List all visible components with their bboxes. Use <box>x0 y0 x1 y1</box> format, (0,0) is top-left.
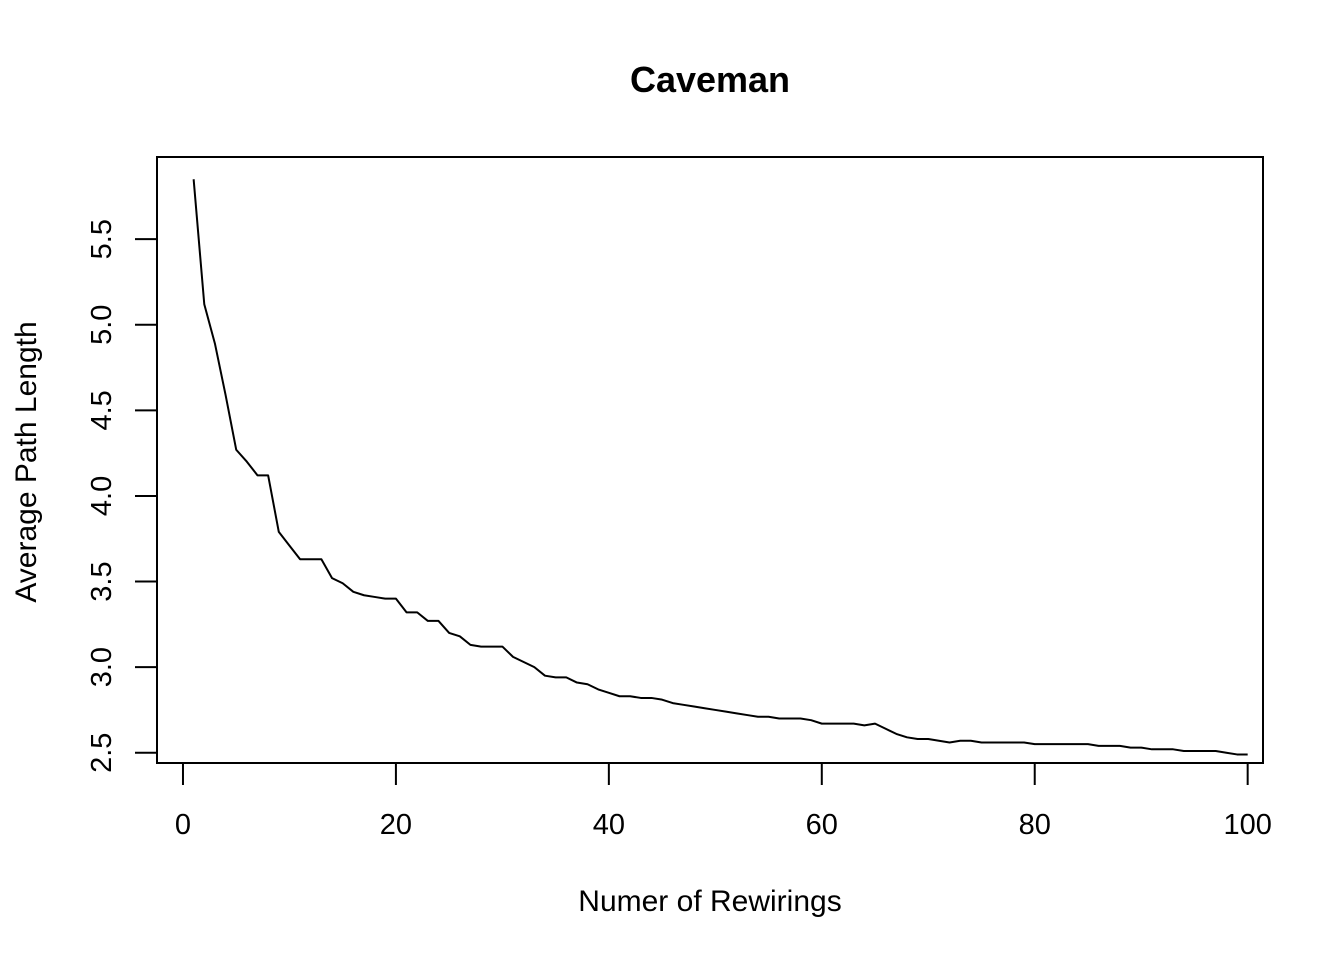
x-tick-label: 60 <box>806 809 838 841</box>
y-axis-label: Average Path Length <box>10 321 43 602</box>
y-tick-label: 5.0 <box>86 305 118 345</box>
data-points <box>193 178 1249 755</box>
x-axis: 0 20 40 60 80 100 <box>175 762 1272 841</box>
y-tick-label: 4.5 <box>86 390 118 430</box>
x-tick-label: 20 <box>380 809 412 841</box>
y-tick-label: 3.0 <box>86 647 118 687</box>
y-tick-label: 5.5 <box>86 219 118 259</box>
plot-frame <box>156 156 1264 764</box>
y-tick-label: 3.5 <box>86 561 118 601</box>
x-tick-label: 80 <box>1019 809 1051 841</box>
series-line <box>192 179 1248 756</box>
y-tick-label: 2.5 <box>86 733 118 773</box>
x-axis-label: Numer of Rewirings <box>578 885 841 918</box>
y-axis: 2.5 3.0 3.5 4.0 4.5 5.0 5.5 <box>86 219 158 773</box>
y-tick-label: 4.0 <box>86 476 118 516</box>
x-tick-label: 40 <box>593 809 625 841</box>
chart-title: Caveman <box>630 59 790 100</box>
x-tick-label: 100 <box>1223 809 1271 841</box>
x-tick-label: 0 <box>175 809 191 841</box>
